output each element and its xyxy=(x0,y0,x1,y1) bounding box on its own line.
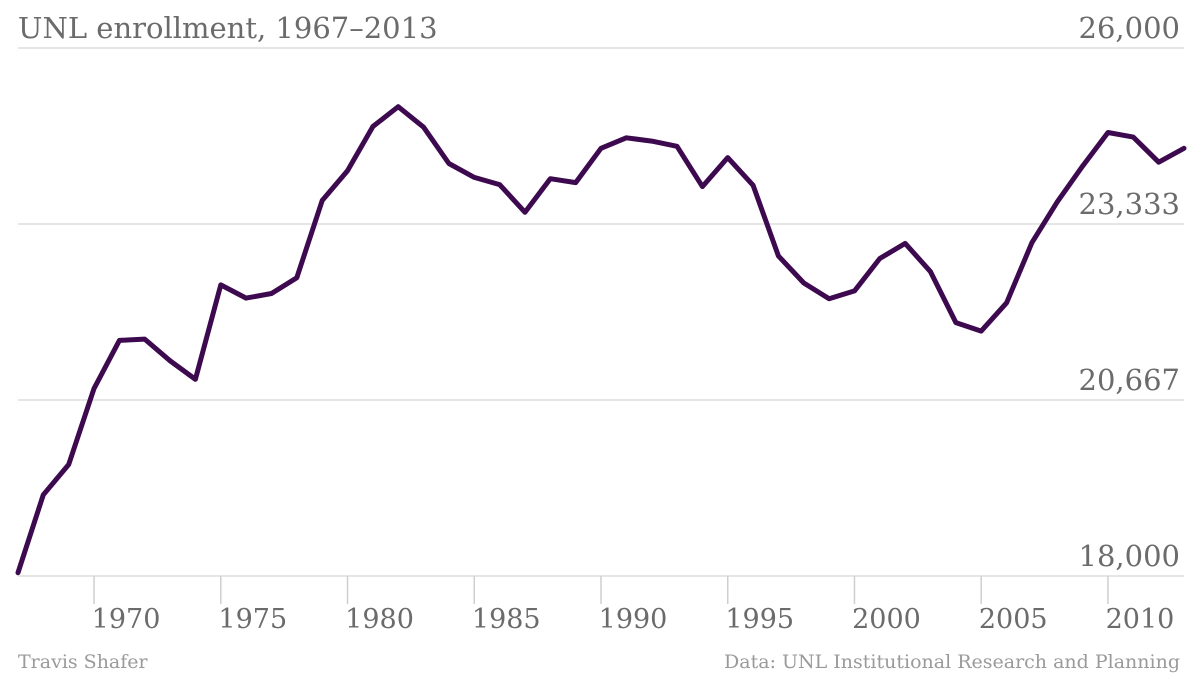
plot-area xyxy=(15,104,1187,576)
x-tick-label: 2005 xyxy=(979,604,1048,635)
x-tick-label: 1970 xyxy=(92,604,161,635)
chart-title: UNL enrollment, 1967–2013 xyxy=(18,11,438,45)
y-tick-label: 23,333 xyxy=(1079,187,1180,221)
x-tick-label: 1980 xyxy=(345,604,414,635)
x-tick-label: 2000 xyxy=(852,604,921,635)
x-tick-label: 2010 xyxy=(1106,604,1175,635)
x-tick-label: 1985 xyxy=(472,604,541,635)
gridlines xyxy=(18,47,1184,577)
y-axis: 18,000 20,667 23,333 26,000 xyxy=(1079,11,1180,573)
x-tick-label: 1990 xyxy=(599,604,668,635)
enrollment-line xyxy=(15,104,1187,576)
y-tick-label: 20,667 xyxy=(1079,363,1180,397)
x-tick-label: 1995 xyxy=(725,604,794,635)
credit-text: Travis Shafer xyxy=(18,651,149,673)
source-text: Data: UNL Institutional Research and Pla… xyxy=(724,651,1180,673)
y-tick-label: 26,000 xyxy=(1079,11,1180,45)
y-tick-label: 18,000 xyxy=(1079,539,1180,573)
x-tick-label: 1975 xyxy=(218,604,287,635)
x-axis: 1970 1975 1980 1985 1990 1995 2000 2005 2010 xyxy=(92,576,1175,635)
